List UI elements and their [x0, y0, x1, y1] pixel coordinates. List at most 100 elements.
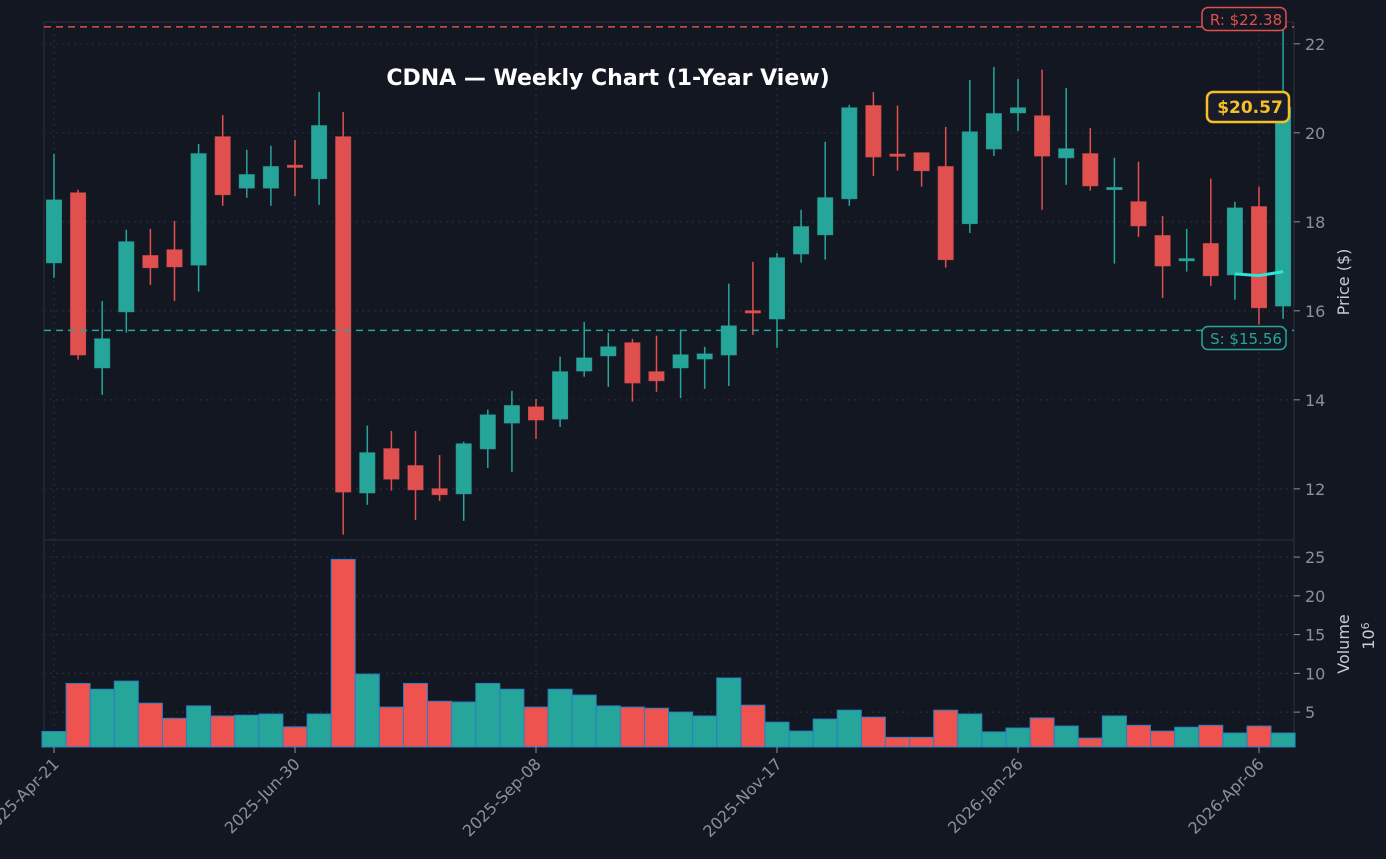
candle [769, 252, 785, 348]
candle-body [1082, 153, 1099, 187]
candle-body [359, 452, 376, 494]
volume-bar [1005, 727, 1031, 748]
candle-body [407, 465, 424, 491]
price-tick-label: 12 [1305, 480, 1325, 499]
volume-bar [137, 702, 163, 748]
candle-body [70, 192, 87, 356]
volume-bar [210, 715, 236, 748]
support-label: S: $15.56 [1210, 330, 1282, 348]
volume-bar [981, 731, 1007, 748]
candle [1106, 157, 1123, 264]
candle [287, 139, 303, 197]
candle [624, 338, 641, 402]
volume-bar [909, 736, 935, 748]
volume-bar [306, 713, 332, 748]
grid [44, 22, 1294, 747]
volume-bar [475, 682, 501, 748]
support-label-box [1201, 325, 1287, 351]
volume-bar [668, 711, 694, 748]
volume-bar [65, 682, 91, 748]
candle [720, 283, 737, 387]
candle-body [937, 166, 954, 261]
volume-bar [89, 688, 115, 748]
price-tick-label: 18 [1305, 213, 1325, 232]
resistance-label-box [1201, 6, 1287, 32]
x-tick-label: 2025-Nov-17 [699, 754, 786, 841]
candle [1251, 186, 1267, 325]
candle-body [479, 414, 496, 450]
candle-body [142, 255, 159, 269]
candle-body [311, 125, 328, 180]
candle [407, 430, 424, 520]
candle [1178, 228, 1195, 272]
volume-bar [113, 680, 139, 748]
candle [1226, 201, 1243, 300]
candle [961, 79, 978, 233]
candle-body [528, 406, 544, 421]
candle-body [889, 153, 906, 157]
candle [503, 390, 520, 472]
volume-bars [41, 558, 1296, 748]
candle-body [190, 153, 207, 266]
candle-body [1130, 201, 1147, 227]
price-tick-label: 14 [1305, 391, 1325, 410]
candle [1010, 78, 1026, 132]
volume-bar [1029, 717, 1055, 748]
candle-body [961, 131, 978, 225]
volume-bar [740, 704, 766, 748]
resistance-label: R: $22.38 [1210, 11, 1282, 29]
candle [793, 209, 810, 263]
candle-body [46, 199, 62, 264]
volume-unit-exponent: 6 [1359, 622, 1372, 629]
volume-bar [1101, 715, 1127, 748]
volume-bar [1053, 725, 1079, 748]
candle [1275, 26, 1292, 319]
candle [142, 228, 159, 286]
candle-body [238, 174, 255, 189]
volume-bar [957, 713, 983, 748]
volume-bar [812, 718, 838, 748]
volume-bar [692, 715, 718, 748]
candle [455, 441, 472, 521]
candle-body [817, 197, 834, 236]
candle-body [552, 371, 569, 420]
overlays: R: $22.38 S: $15.56 $20.57 [44, 6, 1294, 351]
x-tick-label: 2026-Jan-26 [944, 754, 1027, 837]
candle [600, 332, 617, 387]
volume-bar [836, 709, 862, 748]
candle-body [503, 405, 520, 424]
candle [214, 115, 231, 206]
candle [937, 127, 954, 268]
volume-bar [162, 717, 187, 748]
volume-bar [764, 721, 790, 748]
candle [383, 430, 400, 491]
candle-body [672, 354, 689, 369]
x-tick-label: 2025-Apr-21 [0, 754, 63, 837]
candle [528, 398, 544, 439]
candle [913, 152, 930, 187]
candle-body [383, 448, 400, 480]
volume-bar [1222, 732, 1248, 748]
candle [1058, 87, 1075, 185]
volume-bar [282, 726, 308, 748]
volume-bar [547, 688, 573, 748]
last-price-box [1205, 90, 1291, 124]
volume-bar [885, 736, 910, 748]
candle [552, 356, 569, 427]
volume-bar [1198, 724, 1224, 748]
volume-tick-label: 15 [1305, 626, 1325, 645]
volume-unit-label: 106 [1359, 622, 1378, 649]
candle-body [576, 357, 593, 372]
candle-body [696, 353, 713, 360]
volume-bar [258, 713, 284, 748]
volume-bar [41, 730, 67, 748]
x-tick-label: 2025-Jun-30 [221, 754, 304, 837]
candle-body [985, 113, 1002, 150]
volume-bar [860, 716, 886, 748]
last-price-label: $20.57 [1217, 98, 1283, 118]
candle [1202, 178, 1219, 286]
volume-bar [451, 701, 477, 748]
candle-body [214, 136, 231, 196]
candle [70, 189, 87, 360]
